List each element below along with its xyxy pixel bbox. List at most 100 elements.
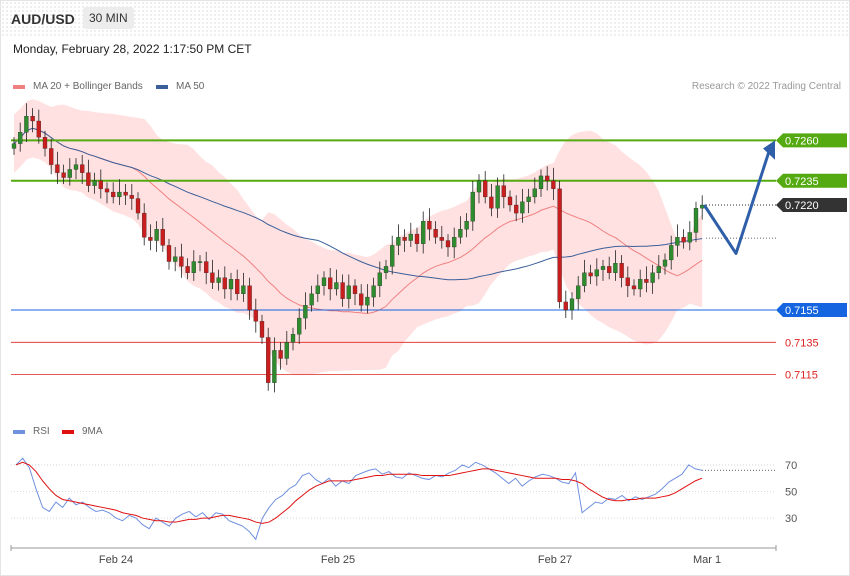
candle-body xyxy=(129,195,134,199)
candle-body xyxy=(328,277,333,290)
candle-body xyxy=(569,298,575,311)
level-tag-0.7155 xyxy=(776,303,847,317)
candle-body xyxy=(148,237,153,241)
candle-body xyxy=(266,337,271,383)
candle-body xyxy=(160,229,165,246)
candle-body xyxy=(253,309,258,322)
candle-body xyxy=(104,188,110,193)
ma20-legend-label: MA 20 + Bollinger Bands xyxy=(33,81,143,92)
candle-body xyxy=(669,245,674,261)
candle-body xyxy=(656,266,661,273)
candle-body xyxy=(86,172,91,186)
header-strip xyxy=(1,1,849,37)
rsi-tick-label: 70 xyxy=(785,460,797,472)
forecast-arrow-head xyxy=(763,140,775,160)
candle-body xyxy=(278,350,283,359)
credit-text: Research © 2022 Trading Central xyxy=(691,81,841,92)
level-label-0.7235: 0.7235 xyxy=(785,176,819,188)
candle-body xyxy=(371,285,376,298)
candle-body xyxy=(272,350,277,383)
candle-body xyxy=(346,285,351,299)
candle-body xyxy=(135,198,141,214)
level-label-0.7220: 0.7220 xyxy=(785,200,819,212)
legend-ma20: MA 20 + Bollinger Bands xyxy=(13,81,143,92)
candle-body xyxy=(179,256,184,267)
candle-body xyxy=(92,180,97,186)
candle-body xyxy=(166,245,172,262)
candle-body xyxy=(42,137,48,149)
x-tick-label: Feb 25 xyxy=(321,554,355,566)
candle-body xyxy=(359,293,364,306)
candle-body xyxy=(594,269,599,277)
candle-body xyxy=(501,185,506,198)
legend-ma50: MA 50 xyxy=(156,81,204,92)
candle-body xyxy=(377,272,382,286)
rsi-ma-line xyxy=(15,461,703,524)
rsi-tick-label: 50 xyxy=(785,487,797,499)
candle-body xyxy=(390,245,395,267)
candle-body xyxy=(638,279,643,290)
candle-body xyxy=(321,277,327,286)
level-label-0.7115: 0.7115 xyxy=(785,370,818,382)
candle-body xyxy=(204,261,209,273)
candle-body xyxy=(383,266,389,273)
x-tick-label: Mar 1 xyxy=(693,554,721,566)
candle-body xyxy=(396,237,401,246)
candle-body xyxy=(631,285,637,290)
candle-body xyxy=(67,169,72,178)
candle-body xyxy=(191,261,196,273)
candle-body xyxy=(402,237,407,241)
ma20-swatch xyxy=(13,84,25,89)
rsi-tick-label: 30 xyxy=(785,513,797,525)
candle-body xyxy=(476,180,482,193)
level-tag-0.7260 xyxy=(776,133,847,148)
candle-body xyxy=(582,272,587,286)
candle-body xyxy=(73,164,79,170)
candle-body xyxy=(563,301,568,311)
candle-body xyxy=(284,342,289,359)
candle-body xyxy=(49,148,54,165)
candle-body xyxy=(228,279,234,290)
level-tag-0.7235 xyxy=(776,173,847,188)
candle-body xyxy=(210,272,215,283)
rsi-swatch xyxy=(13,429,25,434)
candle-body xyxy=(55,164,60,173)
candle-body xyxy=(365,296,370,306)
candle-body xyxy=(600,266,606,270)
candle-body xyxy=(117,191,122,198)
candle-body xyxy=(185,266,190,273)
candle-body xyxy=(675,237,680,246)
candle-body xyxy=(142,212,147,238)
candle-body xyxy=(526,196,531,202)
candle-body xyxy=(687,232,692,243)
candle-body xyxy=(352,285,358,294)
candle-body xyxy=(576,285,581,299)
candle-body xyxy=(520,201,525,214)
legend-rsi: RSI xyxy=(13,426,50,437)
candle-body xyxy=(495,185,500,209)
candle-body xyxy=(421,221,426,244)
candle-body xyxy=(588,272,593,277)
timeframe-badge[interactable]: 30 MIN xyxy=(83,7,134,29)
rsi-ma-swatch xyxy=(62,429,74,434)
candle-body xyxy=(662,259,668,267)
candle-body xyxy=(507,196,513,206)
ma50-line xyxy=(13,127,703,281)
timestamp: Monday, February 28, 2022 1:17:50 PM CET xyxy=(13,42,252,56)
bollinger-band xyxy=(14,99,703,376)
candle-body xyxy=(123,191,128,196)
ma50-swatch xyxy=(156,84,168,89)
candle-body xyxy=(538,175,544,189)
candle-body xyxy=(80,164,85,173)
candle-body xyxy=(259,321,265,338)
candle-body xyxy=(681,237,686,243)
candle-body xyxy=(24,116,29,133)
candle-body xyxy=(613,263,618,273)
level-label-0.7260: 0.7260 xyxy=(785,135,819,147)
candle-body xyxy=(433,229,438,238)
x-tick-label: Feb 24 xyxy=(99,554,133,566)
candle-body xyxy=(154,229,159,241)
x-tick-label: Feb 27 xyxy=(538,554,572,566)
candle-body xyxy=(30,116,35,122)
